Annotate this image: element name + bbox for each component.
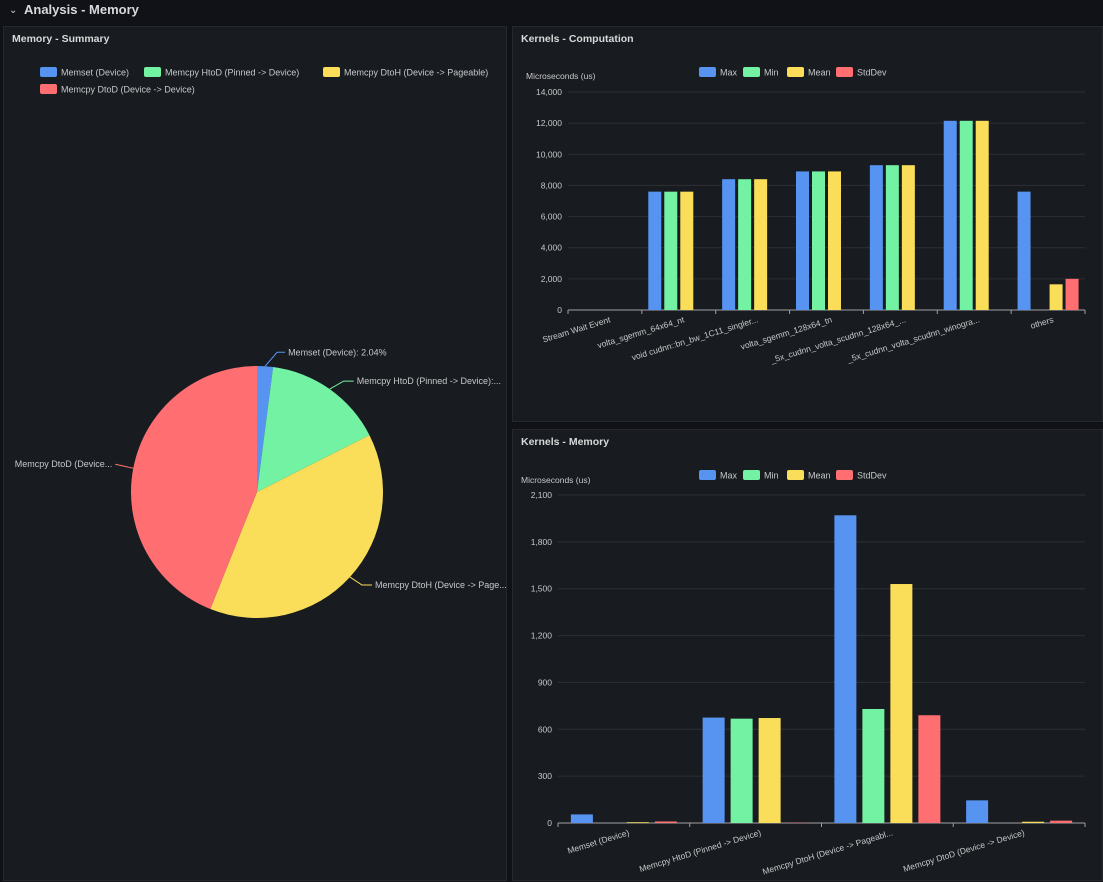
bar-mean[interactable]: [1022, 822, 1044, 823]
legend-swatch[interactable]: [40, 84, 57, 94]
bar-mean[interactable]: [890, 584, 912, 823]
y-axis-label: Microseconds (us): [521, 475, 591, 485]
bar-max[interactable]: [870, 165, 883, 310]
y-tick-label: 4,000: [541, 243, 563, 253]
x-tick-label: Memcpy DtoH (Device -> Pageabl...: [761, 827, 894, 876]
bar-min[interactable]: [960, 121, 973, 310]
bar-mean[interactable]: [627, 822, 649, 823]
legend-label[interactable]: Max: [720, 471, 738, 481]
bar-mean[interactable]: [902, 165, 915, 310]
bar-mean[interactable]: [680, 192, 693, 310]
bar-max[interactable]: [966, 800, 988, 823]
y-tick-label: 2,100: [531, 490, 553, 500]
y-tick-label: 0: [557, 305, 562, 315]
bar-chart: Max Min Mean StdDev Microseconds (us) 0 300 600…: [513, 430, 1103, 882]
y-tick-label: 14,000: [536, 87, 562, 97]
y-tick-label: 10,000: [536, 149, 562, 159]
bar-mean[interactable]: [1050, 284, 1063, 310]
x-tick-label: _5x_cudnn_volta_scudnn_128x64_...: [768, 314, 907, 365]
pie-slice-label: Memset (Device): 2.04%: [288, 347, 387, 357]
pie-chart: Memset (Device) Memcpy HtoD (Pinned -> De…: [4, 27, 508, 882]
pie-leader-line: [115, 464, 133, 468]
legend-label[interactable]: Min: [764, 471, 779, 481]
x-tick-label: Memcpy HtoD (Pinned -> Device): [638, 827, 762, 874]
y-tick-label: 2,000: [541, 274, 563, 284]
legend-swatch[interactable]: [787, 470, 804, 480]
bar-min[interactable]: [886, 165, 899, 310]
pie-slice-label: Memcpy DtoD (Device...: [15, 459, 113, 469]
row-header[interactable]: ⌄ Analysis - Memory: [0, 0, 1103, 22]
x-tick-label: Memset (Device): [566, 827, 631, 855]
row-title: Analysis - Memory: [24, 2, 139, 17]
x-tick-label: void cudnn::bn_bw_1C11_singler...: [630, 314, 759, 362]
bar-stddev[interactable]: [1050, 821, 1072, 823]
bar-max[interactable]: [944, 121, 957, 310]
bar-stddev[interactable]: [1066, 279, 1079, 310]
pie-leader-line: [265, 352, 285, 366]
bar-mean[interactable]: [976, 121, 989, 310]
legend-swatch[interactable]: [323, 67, 340, 77]
bar-max[interactable]: [722, 179, 735, 310]
legend-label[interactable]: Max: [720, 68, 738, 78]
y-tick-label: 12,000: [536, 118, 562, 128]
y-tick-label: 600: [538, 724, 552, 734]
pie-leader-line: [350, 577, 372, 585]
x-tick-label: _5x_cudnn_volta_scudnn_winogra...: [845, 314, 981, 364]
bar-min[interactable]: [738, 179, 751, 310]
legend-label[interactable]: Memcpy DtoH (Device -> Pageable): [344, 68, 488, 78]
legend-swatch[interactable]: [743, 470, 760, 480]
y-tick-label: 8,000: [541, 180, 563, 190]
y-tick-label: 0: [547, 818, 552, 828]
legend-label[interactable]: Memcpy DtoD (Device -> Device): [61, 85, 195, 95]
legend-swatch[interactable]: [836, 470, 853, 480]
legend-label[interactable]: StdDev: [857, 68, 887, 78]
legend-swatch[interactable]: [743, 67, 760, 77]
legend-label[interactable]: Mean: [808, 471, 831, 481]
x-tick-label: Memcpy DtoD (Device -> Device): [902, 827, 1026, 874]
bar-min[interactable]: [731, 719, 753, 823]
bar-min[interactable]: [812, 171, 825, 310]
bar-max[interactable]: [796, 171, 809, 310]
y-tick-label: 1,500: [531, 584, 553, 594]
legend-swatch[interactable]: [787, 67, 804, 77]
legend-swatch[interactable]: [699, 67, 716, 77]
memory-summary-panel: Memory - Summary Memset (Device)Memcpy H…: [3, 26, 507, 881]
bar-mean[interactable]: [828, 171, 841, 310]
legend-swatch[interactable]: [699, 470, 716, 480]
legend-swatch[interactable]: [836, 67, 853, 77]
legend-label[interactable]: Min: [764, 68, 779, 78]
legend-label[interactable]: Mean: [808, 68, 831, 78]
y-tick-label: 6,000: [541, 212, 563, 222]
bar-max[interactable]: [571, 814, 593, 823]
chevron-down-icon[interactable]: ⌄: [9, 5, 17, 16]
bar-min[interactable]: [862, 709, 884, 823]
legend-swatch[interactable]: [144, 67, 161, 77]
bar-max[interactable]: [703, 718, 725, 823]
legend-label[interactable]: StdDev: [857, 471, 887, 481]
bar-chart: Max Min Mean StdDev Microseconds (us) 0 2,000 4…: [513, 27, 1103, 423]
legend-label[interactable]: Memset (Device): [61, 68, 129, 78]
pie-slice-label: Memcpy HtoD (Pinned -> Device):...: [357, 376, 501, 386]
bar-mean[interactable]: [759, 718, 781, 823]
y-tick-label: 300: [538, 771, 552, 781]
bar-max[interactable]: [648, 192, 661, 310]
bar-stddev[interactable]: [655, 821, 677, 823]
x-tick-label: others: [1029, 314, 1055, 330]
legend-swatch[interactable]: [40, 67, 57, 77]
legend-label[interactable]: Memcpy HtoD (Pinned -> Device): [165, 68, 299, 78]
bar-min[interactable]: [664, 192, 677, 310]
y-tick-label: 900: [538, 677, 552, 687]
bar-max[interactable]: [1018, 192, 1031, 310]
y-tick-label: 1,200: [531, 631, 553, 641]
pie-leader-line: [330, 381, 354, 389]
bar-max[interactable]: [834, 515, 856, 823]
bar-stddev[interactable]: [918, 715, 940, 823]
bar-mean[interactable]: [754, 179, 767, 310]
y-axis-label: Microseconds (us): [526, 71, 596, 81]
y-tick-label: 1,800: [531, 537, 553, 547]
pie-slice-label: Memcpy DtoH (Device -> Page...: [375, 580, 507, 590]
